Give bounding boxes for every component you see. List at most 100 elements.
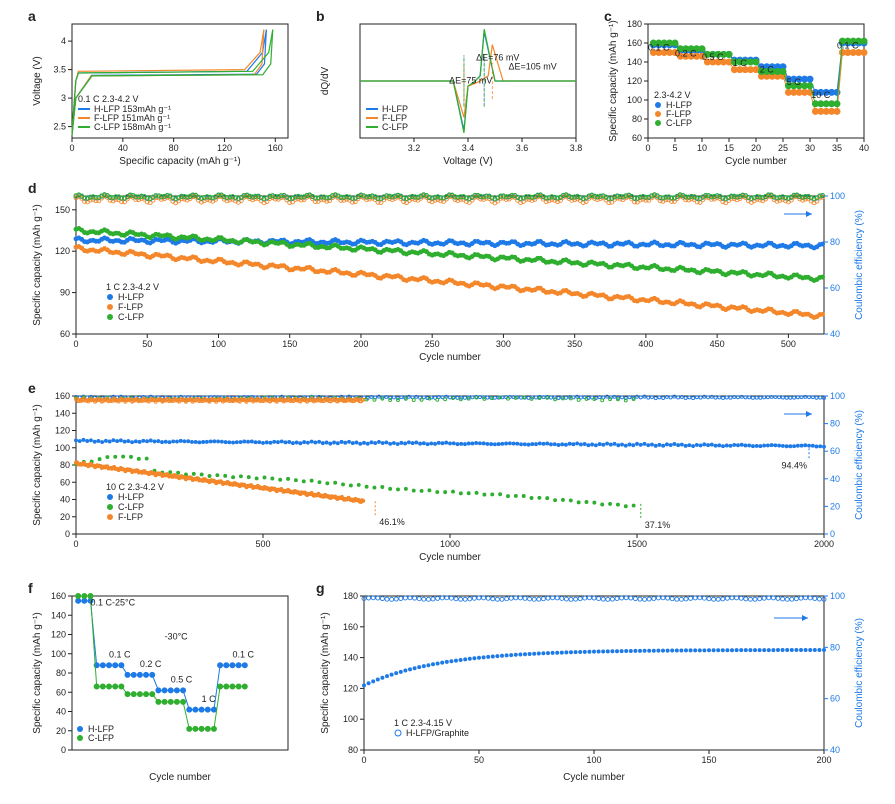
svg-text:0.1 C: 0.1 C [109,650,131,660]
svg-text:2.3-4.2 V: 2.3-4.2 V [654,90,691,100]
svg-text:140: 140 [51,610,66,620]
svg-text:20: 20 [751,143,761,153]
panel-a: 040801201602.533.54Specific capacity (mA… [28,12,296,168]
svg-text:0.1 C-25°C: 0.1 C-25°C [91,598,136,608]
svg-text:60: 60 [830,446,840,456]
svg-text:1000: 1000 [440,539,460,549]
svg-text:3: 3 [61,93,66,103]
svg-text:C-LFP: C-LFP [88,733,114,743]
svg-text:40: 40 [60,495,70,505]
svg-text:1500: 1500 [627,539,647,549]
svg-text:Cycle number: Cycle number [419,552,481,563]
svg-text:150: 150 [701,755,716,765]
svg-text:80: 80 [632,114,642,124]
svg-text:10 C 2.3-4.2 V: 10 C 2.3-4.2 V [106,482,164,492]
svg-text:Specific capacity (mAh g⁻¹): Specific capacity (mAh g⁻¹) [32,612,43,733]
svg-text:0: 0 [645,143,650,153]
svg-text:C-LFP: C-LFP [118,502,144,512]
svg-text:15: 15 [724,143,734,153]
svg-text:50: 50 [142,339,152,349]
svg-text:Specific capacity (mAh g⁻¹): Specific capacity (mAh g⁻¹) [32,204,43,325]
svg-text:Specific capacity (mAh g⁻¹): Specific capacity (mAh g⁻¹) [320,612,331,733]
svg-text:0: 0 [73,539,78,549]
svg-text:40: 40 [830,474,840,484]
svg-text:100: 100 [51,649,66,659]
svg-text:60: 60 [60,477,70,487]
svg-text:0: 0 [361,755,366,765]
svg-text:120: 120 [627,76,642,86]
svg-text:20: 20 [60,512,70,522]
svg-text:120: 120 [55,246,70,256]
svg-text:80: 80 [56,668,66,678]
panel-c: 05101520253035406080100120140160180Cycle… [604,12,872,168]
svg-text:Coulombic efficiency (%): Coulombic efficiency (%) [854,410,865,520]
svg-text:-30°C: -30°C [165,631,189,641]
svg-text:94.4%: 94.4% [782,460,808,470]
svg-text:160: 160 [51,591,66,601]
svg-text:3.6: 3.6 [516,143,529,153]
svg-text:2.5: 2.5 [53,122,66,132]
svg-text:37.1%: 37.1% [645,520,671,530]
svg-text:1 C: 1 C [733,58,748,68]
svg-text:250: 250 [425,339,440,349]
svg-text:0.5 C: 0.5 C [702,52,724,62]
svg-text:100: 100 [627,95,642,105]
svg-text:60: 60 [830,283,840,293]
svg-text:1 C 2.3-4.15 V: 1 C 2.3-4.15 V [394,718,452,728]
panel-d: 0501001502002503003504004505006090120150… [28,184,872,364]
svg-text:0.2 C: 0.2 C [675,48,697,58]
svg-text:80: 80 [830,419,840,429]
svg-text:0: 0 [61,745,66,755]
svg-text:400: 400 [638,339,653,349]
svg-text:Cycle number: Cycle number [725,156,787,167]
svg-text:100: 100 [830,191,845,201]
svg-text:40: 40 [830,329,840,339]
svg-text:0.2 C: 0.2 C [140,659,162,669]
svg-text:160: 160 [627,38,642,48]
svg-text:3.2: 3.2 [408,143,421,153]
svg-text:90: 90 [60,288,70,298]
svg-text:100: 100 [55,443,70,453]
svg-text:Cycle number: Cycle number [149,772,211,783]
svg-text:C-LFP: C-LFP [666,118,692,128]
svg-text:Cycle number: Cycle number [563,772,625,783]
svg-text:4: 4 [61,36,66,46]
svg-text:80: 80 [169,143,179,153]
svg-text:H-LFP: H-LFP [118,492,144,502]
svg-text:120: 120 [51,630,66,640]
svg-text:140: 140 [343,653,358,663]
svg-text:F-LFP: F-LFP [118,302,143,312]
svg-text:120: 120 [55,426,70,436]
panel-g: 05010015020080100120140160180Cycle numbe… [316,584,872,784]
svg-text:0: 0 [65,529,70,539]
svg-text:10: 10 [697,143,707,153]
svg-text:200: 200 [353,339,368,349]
svg-text:60: 60 [60,329,70,339]
svg-text:Specific capacity (mAh g⁻¹): Specific capacity (mAh g⁻¹) [119,156,240,167]
svg-text:3.4: 3.4 [462,143,475,153]
svg-text:80: 80 [830,642,840,652]
svg-text:140: 140 [627,57,642,67]
svg-text:100: 100 [211,339,226,349]
svg-text:180: 180 [627,19,642,29]
svg-text:0: 0 [73,339,78,349]
figure-root: a 040801201602.533.54Specific capacity (… [0,0,895,804]
svg-text:80: 80 [830,237,840,247]
svg-text:40: 40 [56,707,66,717]
svg-text:35: 35 [832,143,842,153]
svg-text:100: 100 [830,591,845,601]
svg-text:0.1 C: 0.1 C [837,41,859,51]
svg-text:1 C 2.3-4.2 V: 1 C 2.3-4.2 V [106,282,159,292]
svg-text:ΔE=105 mV: ΔE=105 mV [509,62,557,72]
svg-text:60: 60 [632,133,642,143]
svg-text:140: 140 [55,408,70,418]
svg-text:3.5: 3.5 [53,65,66,75]
svg-text:40: 40 [830,745,840,755]
svg-text:1 C: 1 C [202,694,217,704]
svg-text:20: 20 [56,726,66,736]
svg-text:H-LFP: H-LFP [118,292,144,302]
svg-text:80: 80 [60,460,70,470]
svg-text:120: 120 [343,683,358,693]
panel-e: 0500100015002000020406080100120140160Cyc… [28,384,872,564]
svg-text:Coulombic efficiency (%): Coulombic efficiency (%) [854,210,865,320]
